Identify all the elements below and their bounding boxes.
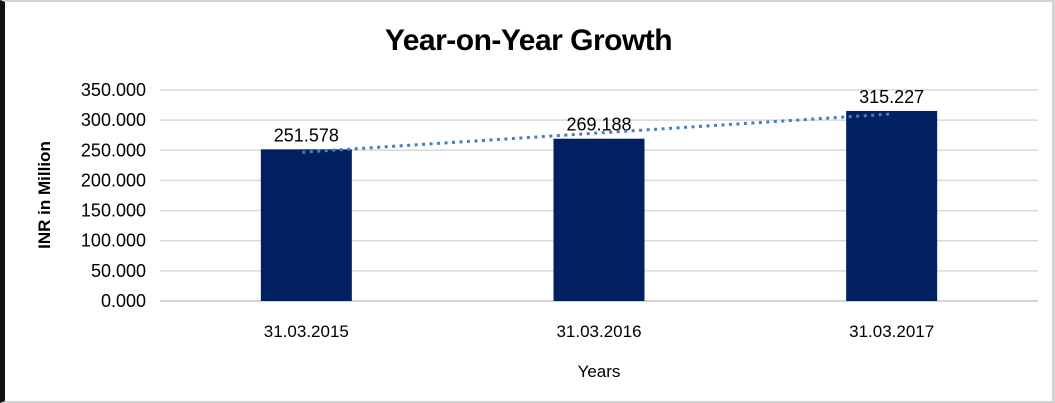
y-tick-label: 0.000 <box>101 291 146 311</box>
chart-title: Year-on-Year Growth <box>384 24 673 57</box>
bar-data-label: 251.578 <box>274 125 339 145</box>
bar <box>846 110 938 301</box>
y-tick-label: 100.000 <box>81 231 146 251</box>
x-category-label: 31.03.2015 <box>264 322 349 341</box>
x-category-label: 31.03.2017 <box>849 322 934 341</box>
bar-data-label: 269.188 <box>566 115 631 135</box>
trendline <box>302 112 894 154</box>
x-axis-title: Years <box>577 362 621 381</box>
bar-data-label: 315.227 <box>859 87 924 107</box>
y-tick-label: 50.000 <box>91 261 146 281</box>
y-tick-label: 200.000 <box>81 170 146 190</box>
y-tick-label: 250.000 <box>81 140 146 160</box>
x-category-label: 31.03.2016 <box>556 322 641 341</box>
bar-chart-plot: 0.000 50.000 100.000 150.000 200.000 250.000 3… <box>81 80 1038 341</box>
y-tick-label: 150.000 <box>81 201 146 221</box>
bar <box>553 138 645 301</box>
bar <box>260 149 352 301</box>
y-tick-label: 350.000 <box>81 80 146 100</box>
y-tick-label: 300.000 <box>81 110 146 130</box>
